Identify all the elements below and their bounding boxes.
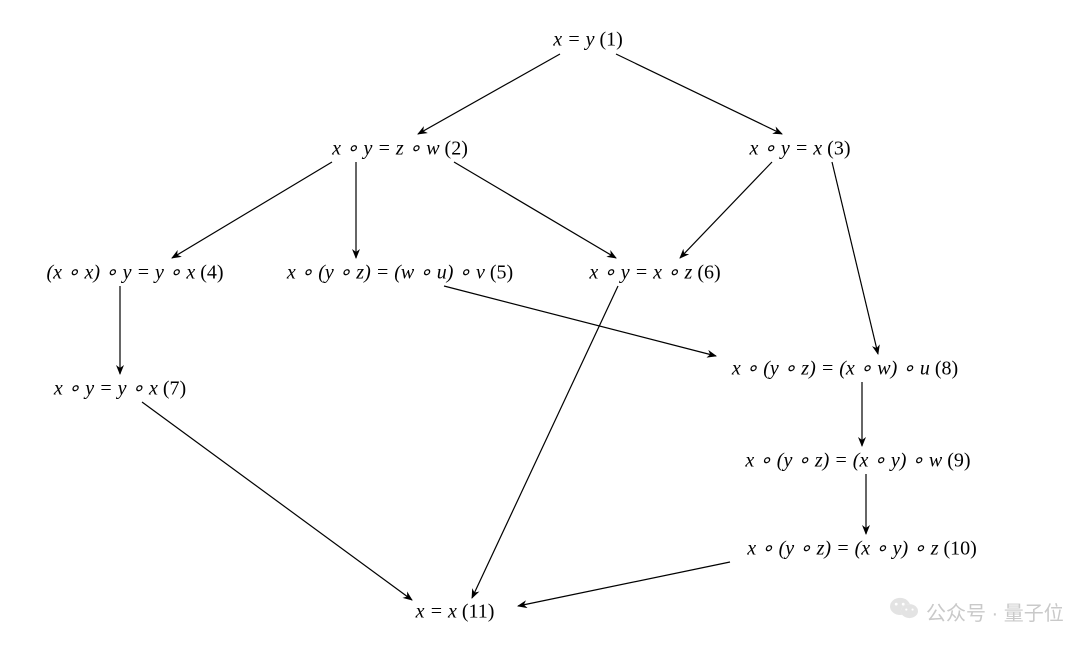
node-expression: x ∘ (y ∘ z) = (x ∘ w) ∘ u (732, 358, 935, 380)
node-n4: (x ∘ x) ∘ y = y ∘ x (4) (46, 260, 223, 285)
node-n2: x ∘ y = z ∘ w (2) (332, 136, 468, 161)
node-expression: x = x (416, 601, 462, 623)
edge-n5-n8 (444, 286, 716, 356)
edge-n1-n3 (616, 54, 782, 134)
edge-n3-n6 (680, 162, 772, 258)
watermark: 公众号 · 量子位 (890, 596, 1064, 626)
node-n9: x ∘ (y ∘ z) = (x ∘ y) ∘ w (9) (745, 448, 970, 473)
edge-n10-n11 (518, 562, 730, 606)
node-number: (6) (697, 262, 720, 284)
node-expression: x = y (553, 29, 599, 51)
wechat-icon (890, 596, 918, 626)
node-number: (3) (827, 138, 850, 160)
node-n7: x ∘ y = y ∘ x (7) (54, 376, 186, 401)
node-n3: x ∘ y = x (3) (750, 136, 851, 161)
node-number: (1) (599, 29, 622, 51)
node-n10: x ∘ (y ∘ z) = (x ∘ y) ∘ z (10) (747, 536, 977, 561)
node-n5: x ∘ (y ∘ z) = (w ∘ u) ∘ v (5) (287, 260, 513, 285)
node-expression: x ∘ y = y ∘ x (54, 378, 163, 400)
edge-n3-n8 (832, 162, 878, 354)
node-number: (2) (445, 138, 468, 160)
node-expression: x ∘ y = z ∘ w (332, 138, 444, 160)
node-expression: x ∘ (y ∘ z) = (w ∘ u) ∘ v (287, 262, 490, 284)
node-n6: x ∘ y = x ∘ z (6) (589, 260, 720, 285)
edge-n7-n11 (142, 402, 412, 600)
node-number: (11) (462, 601, 495, 623)
edge-n6-n11 (472, 286, 618, 598)
node-number: (7) (163, 378, 186, 400)
watermark-text: 公众号 · 量子位 (926, 597, 1064, 626)
node-number: (8) (935, 358, 958, 380)
node-expression: x ∘ (y ∘ z) = (x ∘ y) ∘ z (747, 538, 943, 560)
node-n11: x = x (11) (416, 601, 495, 624)
node-expression: x ∘ (y ∘ z) = (x ∘ y) ∘ w (745, 450, 947, 472)
edge-n2-n4 (172, 162, 332, 258)
edge-n2-n6 (454, 162, 616, 258)
node-expression: (x ∘ x) ∘ y = y ∘ x (46, 262, 200, 284)
node-number: (9) (947, 450, 970, 472)
node-n1: x = y (1) (553, 29, 623, 52)
node-number: (5) (490, 262, 513, 284)
node-expression: x ∘ y = x (750, 138, 828, 160)
node-number: (4) (200, 262, 223, 284)
node-number: (10) (943, 538, 976, 560)
node-expression: x ∘ y = x ∘ z (589, 262, 697, 284)
node-n8: x ∘ (y ∘ z) = (x ∘ w) ∘ u (8) (732, 356, 958, 381)
edge-n1-n2 (418, 54, 560, 134)
